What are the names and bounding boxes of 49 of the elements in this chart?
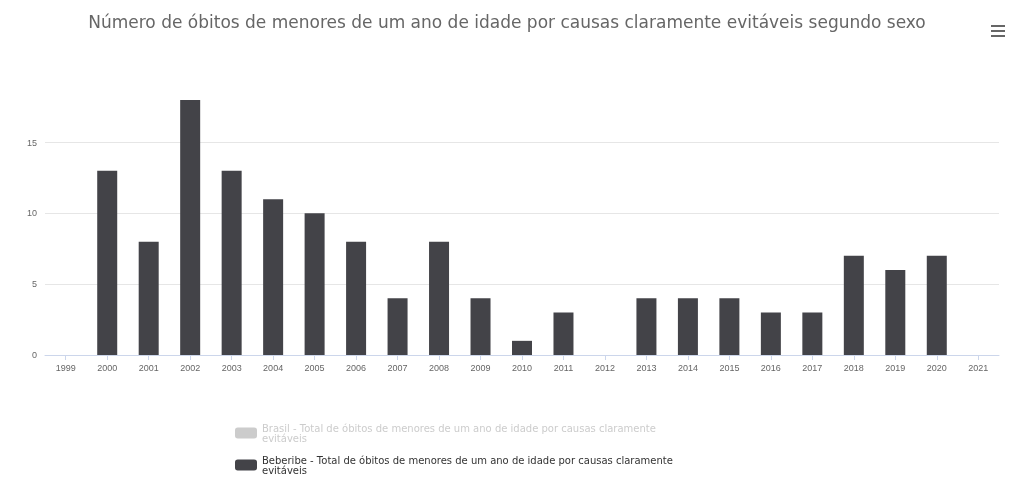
bar [802, 312, 823, 355]
bar [553, 312, 574, 355]
y-tick-label: 15 [26, 137, 37, 148]
x-tick-label: 1999 [55, 362, 76, 373]
x-tick-label: 2012 [594, 362, 615, 373]
bar [636, 298, 657, 355]
x-tick-label: 2004 [263, 362, 284, 373]
x-tick-label: 2008 [429, 362, 450, 373]
x-tick-label: 2017 [802, 362, 823, 373]
bar [843, 255, 864, 355]
x-tick-label: 2014 [677, 362, 698, 373]
bar [387, 298, 408, 355]
bar [346, 241, 367, 355]
bar [719, 298, 740, 355]
bar [677, 298, 698, 355]
x-tick-label: 2001 [138, 362, 159, 373]
x-tick-label: 2021 [968, 362, 989, 373]
x-tick-label: 2019 [885, 362, 906, 373]
bar [263, 199, 284, 355]
bar [97, 170, 118, 355]
y-tick-label: 5 [31, 279, 37, 290]
bar [512, 340, 532, 355]
x-tick-label: 2015 [719, 362, 740, 373]
bar [221, 170, 242, 355]
x-tick-label: 2010 [511, 362, 533, 373]
bar [429, 241, 450, 355]
x-tick-label: 2006 [346, 362, 367, 373]
bar [304, 213, 325, 355]
chart-title: Número de óbitos de menores de um ano de idade por causas claramente evitáveis segundo sexo [88, 11, 926, 32]
x-tick-label: 2016 [760, 362, 781, 373]
x-tick-label: 2011 [553, 362, 574, 373]
x-tick-label: 2000 [97, 362, 118, 373]
y-tick-label: 10 [26, 208, 37, 219]
bar [470, 298, 491, 355]
x-tick-label: 2018 [843, 362, 864, 373]
bar [180, 100, 201, 355]
y-tick-label: 0 [31, 350, 37, 360]
x-tick-label: 2007 [387, 362, 408, 373]
x-tick-label: 2003 [221, 362, 242, 373]
x-tick-label: 2013 [636, 362, 657, 373]
x-tick-label: 2020 [926, 362, 947, 373]
bar [885, 270, 906, 355]
bar [138, 241, 159, 355]
x-tick-label: 2002 [180, 362, 201, 373]
bar [760, 312, 781, 355]
x-tick-label: 2009 [470, 362, 491, 373]
legend-label: Beberibe - Total de óbitos de menores de um ano de idade por causas claramente evitáveis [262, 454, 673, 476]
x-tick-label: 2005 [304, 362, 325, 373]
bar [926, 255, 947, 355]
